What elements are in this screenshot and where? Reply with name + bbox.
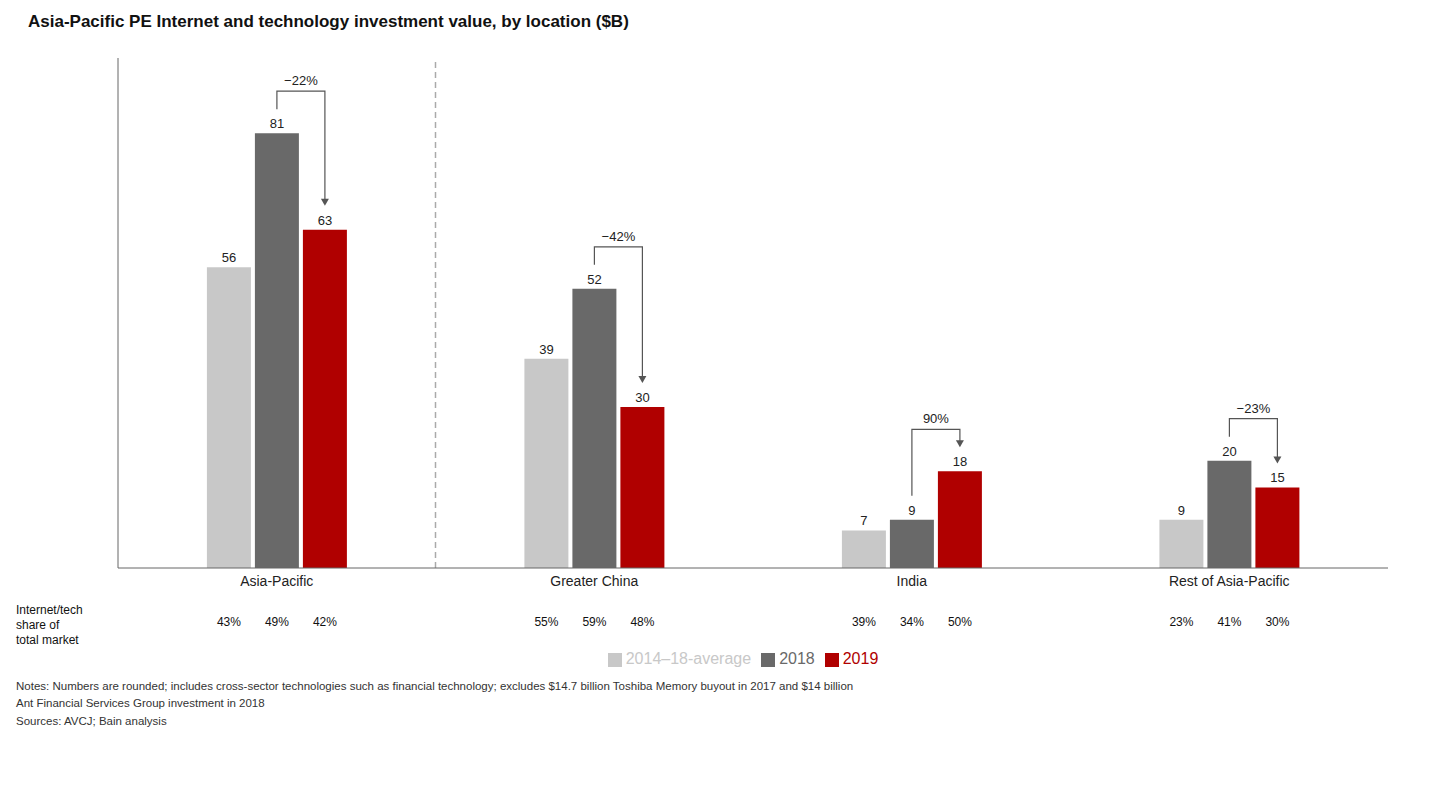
svg-text:Asia-Pacific: Asia-Pacific <box>240 573 313 589</box>
svg-text:81: 81 <box>270 116 284 131</box>
svg-text:30: 30 <box>635 390 649 405</box>
svg-text:49%: 49% <box>265 615 289 629</box>
html-text:Ant Financial Services Group i: Ant Financial Services Group investment … <box>16 697 265 710</box>
html-text:Asia-Pacific PE Internet and t: Asia-Pacific PE Internet and technology … <box>28 12 629 31</box>
html-text:2018: 2018 <box>779 650 815 667</box>
svg-text:39%: 39% <box>852 615 876 629</box>
svg-text:India: India <box>897 573 928 589</box>
svg-text:48%: 48% <box>630 615 654 629</box>
svg-text:39: 39 <box>539 342 553 357</box>
svg-text:30%: 30% <box>1265 615 1289 629</box>
svg-text:15: 15 <box>1270 470 1284 485</box>
svg-text:−42%: −42% <box>602 229 636 244</box>
svg-text:42%: 42% <box>313 615 337 629</box>
html-text:2014–18-average: 2014–18-average <box>625 650 752 667</box>
html-text:Sources: AVCJ; Bain analysis: Sources: AVCJ; Bain analysis <box>16 714 167 727</box>
svg-text:43%: 43% <box>217 615 241 629</box>
svg-text:23%: 23% <box>1169 615 1193 629</box>
svg-text:50%: 50% <box>948 615 972 629</box>
svg-text:90%: 90% <box>923 411 949 426</box>
svg-text:Greater China: Greater China <box>550 573 638 589</box>
svg-text:20: 20 <box>1222 444 1236 459</box>
svg-text:63: 63 <box>318 213 332 228</box>
svg-text:18: 18 <box>953 454 967 469</box>
svg-text:59%: 59% <box>582 615 606 629</box>
svg-text:−22%: −22% <box>284 73 318 88</box>
html-text:2019: 2019 <box>842 650 879 667</box>
svg-text:Internet/techshare oftotal mar: Internet/techshare oftotal market <box>16 603 83 647</box>
svg-text:34%: 34% <box>900 615 924 629</box>
svg-text:55%: 55% <box>534 615 558 629</box>
html-text:Notes: Numbers are rounded; in: Notes: Numbers are rounded; includes cro… <box>16 680 854 692</box>
svg-text:−23%: −23% <box>1237 401 1271 416</box>
svg-text:Rest of Asia-Pacific: Rest of Asia-Pacific <box>1169 573 1290 589</box>
svg-text:7: 7 <box>860 513 867 528</box>
svg-text:9: 9 <box>908 503 915 518</box>
svg-text:9: 9 <box>1178 503 1185 518</box>
svg-text:52: 52 <box>587 272 601 287</box>
svg-text:56: 56 <box>222 250 236 265</box>
svg-text:41%: 41% <box>1217 615 1241 629</box>
